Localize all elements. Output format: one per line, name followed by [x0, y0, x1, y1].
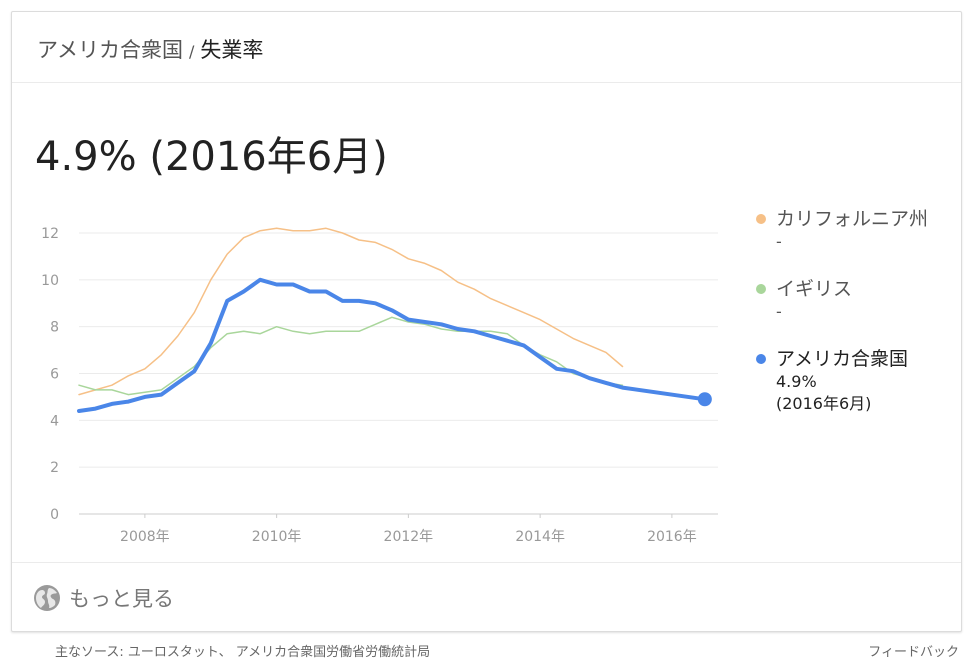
- breadcrumb-separator: /: [188, 42, 195, 61]
- knowledge-card: アメリカ合衆国 / 失業率 4.9% (2016年6月) 0 2 4 6 8 10 12 2008…: [11, 11, 962, 632]
- y-tick-label: 0: [50, 507, 59, 523]
- legend-dot-usa: [756, 354, 766, 364]
- headline-value: 4.9% (2016年6月): [35, 134, 388, 180]
- legend-value-usa: 4.9%: [776, 372, 817, 391]
- source-attribution: 主なソース: ユーロスタット、 アメリカ合衆国労働省労働統計局: [55, 645, 431, 660]
- legend-label-uk: イギリス: [776, 278, 853, 300]
- more-link-label: もっと見る: [69, 587, 174, 611]
- y-tick-label: 2: [50, 460, 59, 476]
- legend-value-uk: -: [776, 302, 782, 321]
- legend-item-california[interactable]: カリフォルニア州 -: [750, 207, 950, 253]
- latest-value-point[interactable]: [697, 392, 712, 407]
- x-tick-label: 2010年: [252, 529, 302, 545]
- y-tick-label: 4: [50, 413, 59, 429]
- unemployment-chart[interactable]: 0 2 4 6 8 10 12 2008年 2010年 2012年 2014年 2016年: [12, 202, 752, 562]
- legend-label-usa: アメリカ合衆国: [776, 348, 909, 370]
- legend-item-usa[interactable]: アメリカ合衆国 4.9% (2016年6月): [750, 347, 950, 415]
- legend-value-california: -: [776, 232, 782, 251]
- legend-date-usa: (2016年6月): [776, 394, 872, 413]
- feedback-link[interactable]: フィードバック: [868, 645, 959, 660]
- y-tick-label: 10: [41, 273, 59, 289]
- series-line-california[interactable]: [78, 227, 624, 396]
- card-header: アメリカ合衆国 / 失業率: [12, 12, 961, 83]
- x-tick-label: 2014年: [515, 529, 565, 545]
- card-footer: もっと見る: [12, 562, 961, 632]
- series-line-usa[interactable]: [77, 277, 707, 413]
- y-tick-label: 8: [50, 320, 59, 336]
- legend-item-uk[interactable]: イギリス -: [750, 277, 950, 323]
- globe-icon: [34, 585, 60, 611]
- more-link[interactable]: もっと見る: [33, 583, 174, 613]
- legend-dot-uk: [756, 284, 766, 294]
- chart-area: 0 2 4 6 8 10 12 2008年 2010年 2012年 2014年 2016年: [12, 202, 961, 562]
- y-tick-label: 6: [50, 367, 59, 383]
- breadcrumb-metric: 失業率: [200, 38, 264, 62]
- x-tick-label: 2016年: [647, 529, 697, 545]
- y-tick-label: 12: [41, 226, 59, 242]
- breadcrumb: アメリカ合衆国 / 失業率: [37, 34, 263, 64]
- x-tick-label: 2008年: [120, 529, 170, 545]
- chart-legend: カリフォルニア州 - イギリス - アメリカ合衆国 4.9% (2016年6月): [750, 207, 950, 439]
- x-tick-label: 2012年: [384, 529, 434, 545]
- breadcrumb-country[interactable]: アメリカ合衆国: [37, 38, 183, 62]
- legend-dot-california: [756, 214, 766, 224]
- legend-label-california: カリフォルニア州: [776, 208, 929, 230]
